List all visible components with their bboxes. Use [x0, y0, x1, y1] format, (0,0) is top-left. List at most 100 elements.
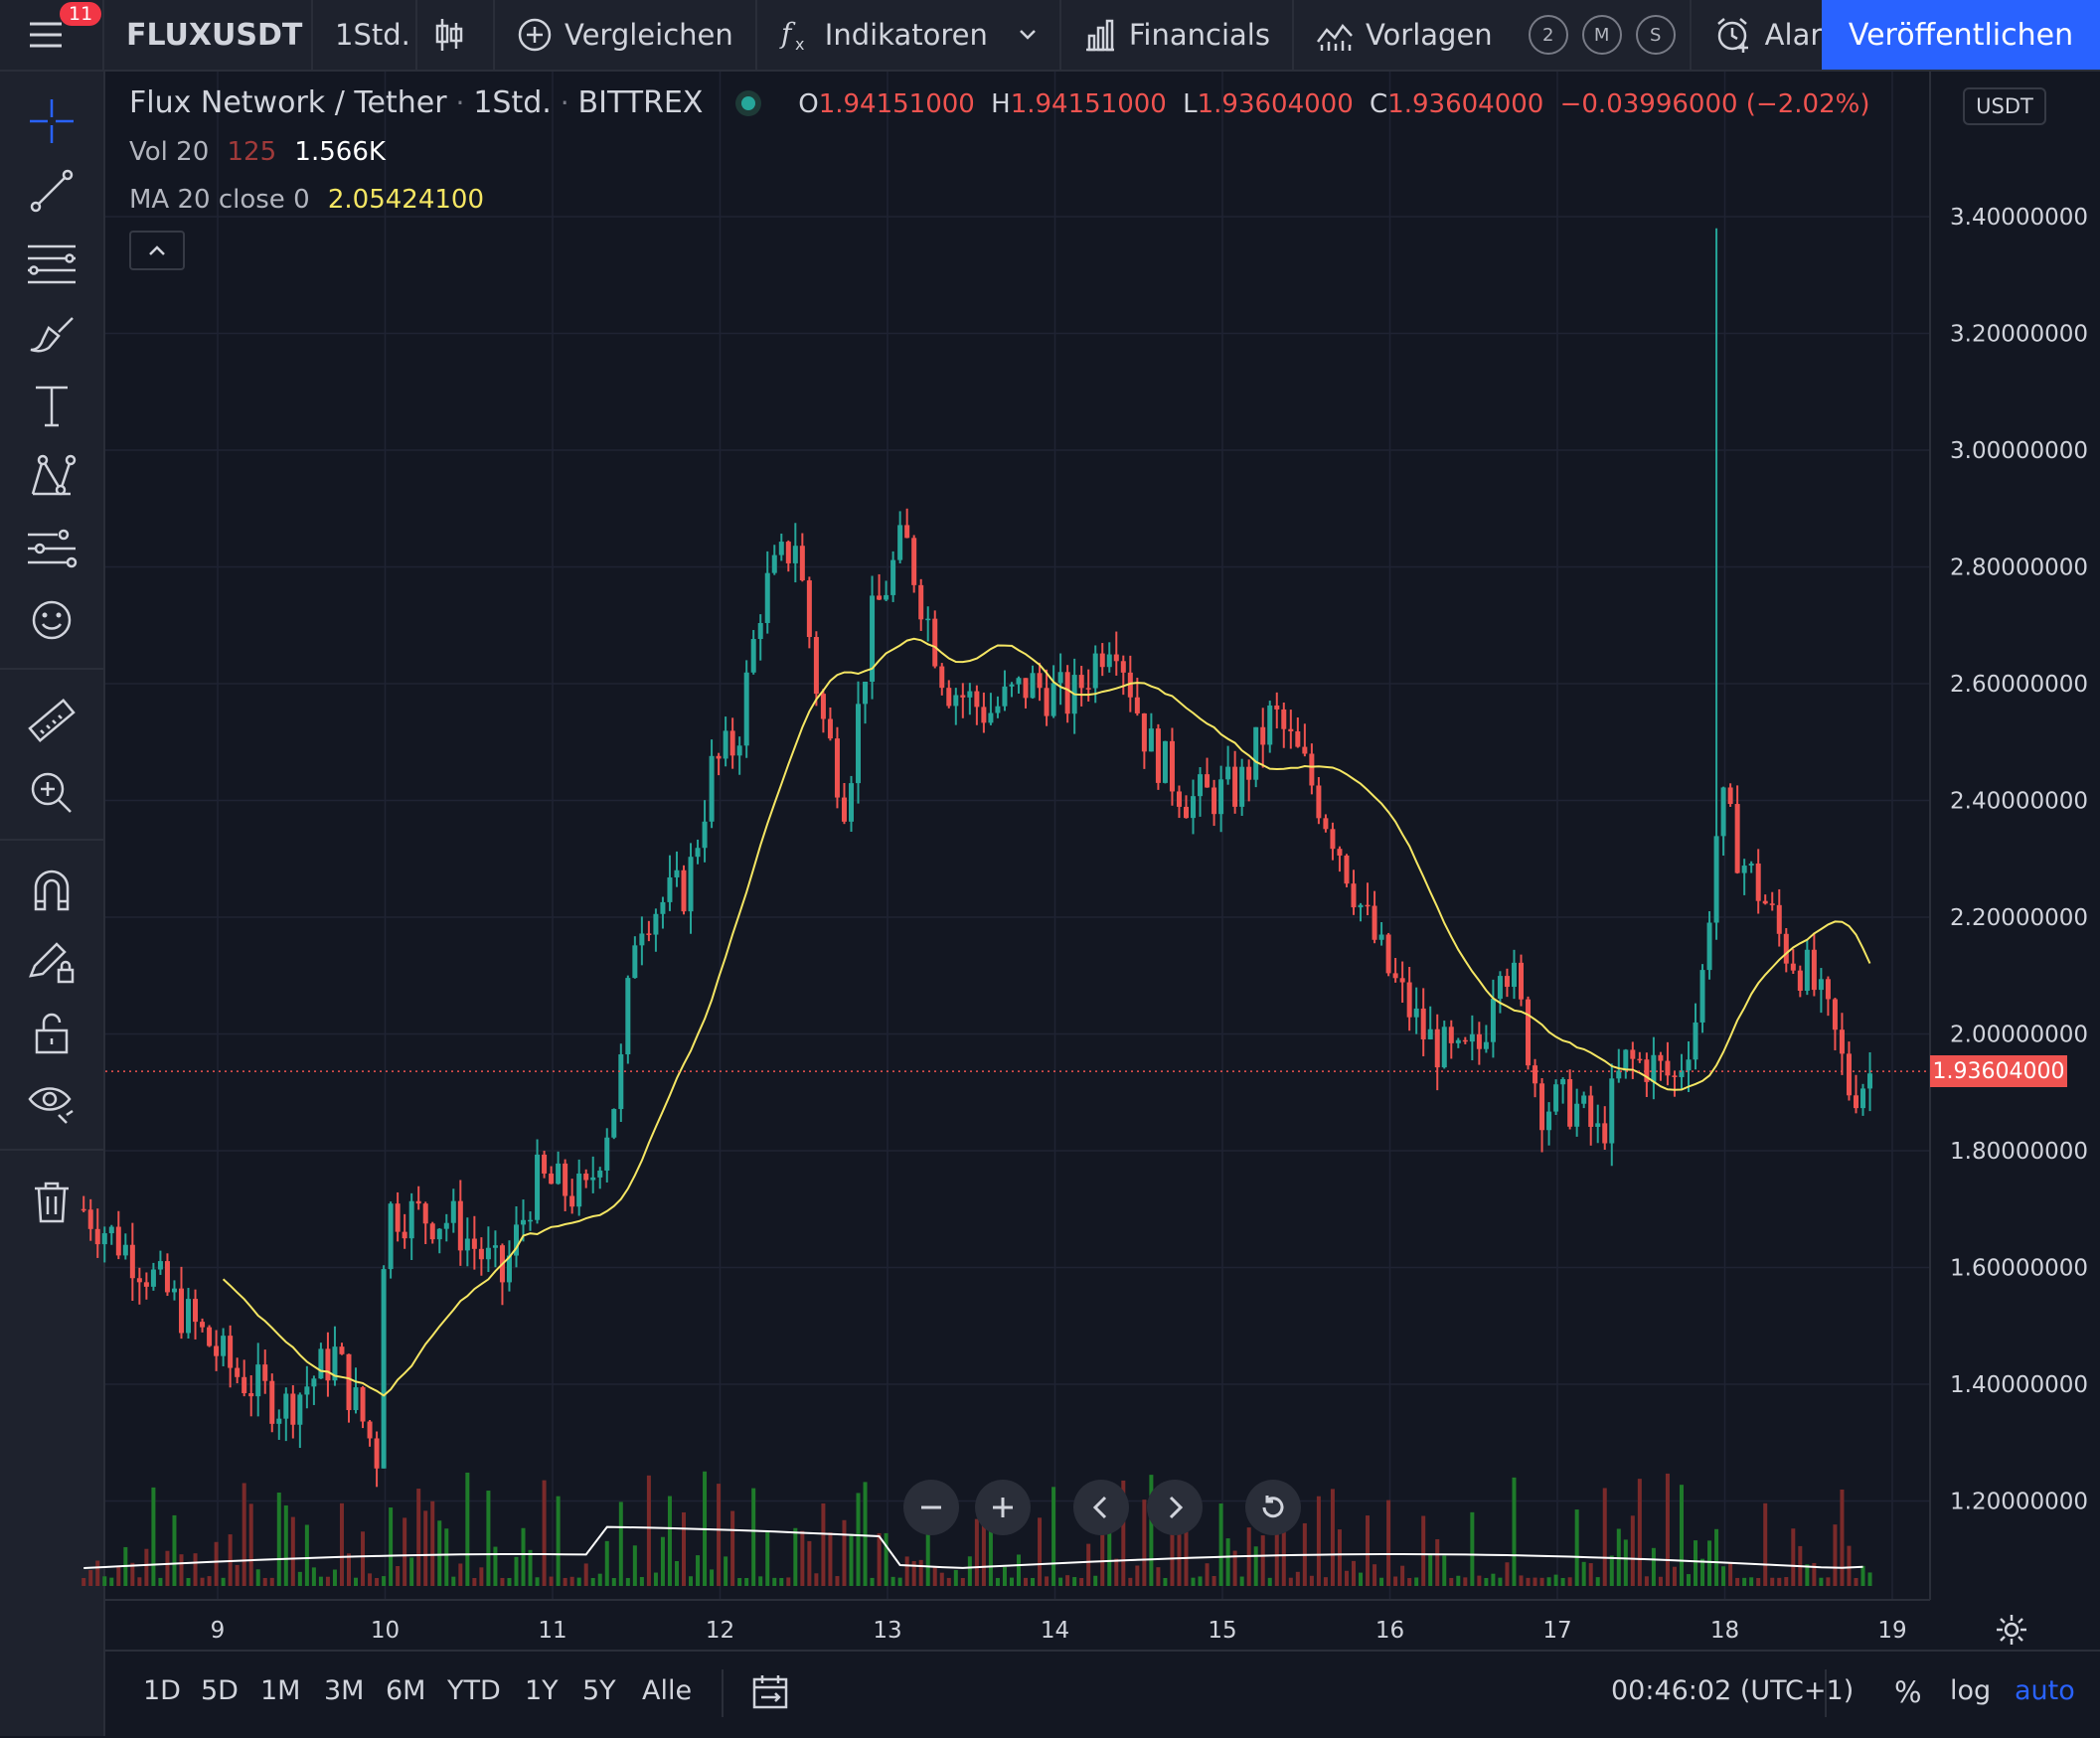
volume-bar	[375, 1577, 380, 1586]
candle-body	[1044, 688, 1050, 716]
forecast-tool[interactable]	[24, 521, 80, 576]
candle-body	[870, 595, 876, 683]
clock-timezone[interactable]: 00:46:02 (UTC+1)	[1611, 1675, 1855, 1706]
volume-bar	[758, 1576, 763, 1586]
scroll-right-button[interactable]	[1147, 1480, 1203, 1535]
pattern-tool[interactable]	[24, 449, 80, 505]
volume-bar	[1337, 1529, 1342, 1586]
chart-type-button[interactable]	[417, 0, 495, 70]
volume-bar	[1581, 1561, 1586, 1586]
chevron-left-icon	[1092, 1496, 1107, 1519]
layout-slot-s[interactable]: S	[1635, 15, 1676, 55]
text-tool[interactable]	[24, 378, 80, 433]
magnet-icon	[34, 869, 70, 911]
range-1y[interactable]: 1Y	[525, 1675, 559, 1706]
legend-interval: 1Std.	[473, 85, 552, 120]
layout-slot-2[interactable]: 2	[1528, 15, 1568, 55]
percent-scale-toggle[interactable]: %	[1894, 1675, 1922, 1709]
collapse-legend-button[interactable]	[129, 231, 185, 270]
zoom-out-button[interactable]	[903, 1480, 959, 1535]
interval-button[interactable]: 1Std.	[313, 0, 417, 70]
range-all[interactable]: Alle	[642, 1675, 693, 1706]
candles-icon	[435, 19, 463, 51]
range-5y[interactable]: 5Y	[582, 1675, 616, 1706]
volume-bar	[1045, 1576, 1050, 1586]
candle-body	[1637, 1058, 1643, 1061]
candle-body	[1358, 904, 1364, 908]
range-3m[interactable]: 3M	[324, 1675, 365, 1706]
financials-button[interactable]: Financials	[1061, 0, 1294, 70]
brush-tool[interactable]	[24, 306, 80, 362]
date-range-button[interactable]	[751, 1673, 791, 1715]
volume-bar	[311, 1567, 316, 1586]
range-5d[interactable]: 5D	[201, 1675, 239, 1706]
volume-bar	[396, 1565, 401, 1586]
volume-bar	[974, 1518, 979, 1586]
ma-legend[interactable]: MA 20 close 0 2.05424100	[129, 185, 484, 215]
menu-button[interactable]: 11	[0, 0, 104, 70]
magnet-tool[interactable]	[24, 863, 80, 918]
volume-bar	[625, 1577, 630, 1586]
fib-tool[interactable]	[24, 235, 80, 290]
symbol-search[interactable]: FLUXUSDT	[104, 0, 313, 70]
candle-body	[1769, 903, 1775, 905]
range-1m[interactable]: 1M	[260, 1675, 301, 1706]
compare-button[interactable]: Vergleichen	[495, 0, 757, 70]
ruler-icon	[28, 698, 76, 743]
volume-legend[interactable]: Vol 20 125 1.566K	[129, 137, 386, 167]
candle-body	[1567, 1079, 1573, 1127]
candle-body	[1546, 1111, 1552, 1131]
trend-line-tool[interactable]	[24, 163, 80, 219]
candle-body	[221, 1336, 227, 1356]
candle-body	[625, 978, 631, 1055]
chart-settings-button[interactable]	[1992, 1610, 2031, 1650]
candle-body	[311, 1378, 317, 1387]
candle-body	[1218, 779, 1224, 815]
range-6m[interactable]: 6M	[386, 1675, 426, 1706]
candle-body	[115, 1226, 121, 1256]
ruler-tool[interactable]	[24, 694, 80, 749]
remove-drawings-tool[interactable]	[24, 1175, 80, 1230]
volume-bar	[765, 1530, 770, 1586]
zoom-tool[interactable]	[24, 765, 80, 821]
log-scale-toggle[interactable]: log	[1950, 1675, 1992, 1706]
lock-drawings-tool[interactable]	[24, 934, 80, 990]
volume-bar	[1847, 1545, 1852, 1586]
emoji-tool[interactable]	[24, 592, 80, 648]
crosshair-tool[interactable]	[24, 93, 80, 149]
lock-tool[interactable]	[24, 1006, 80, 1061]
volume-bar	[932, 1566, 937, 1586]
range-ytd[interactable]: YTD	[447, 1675, 501, 1706]
volume-bar	[849, 1533, 854, 1586]
volume-bar	[604, 1540, 609, 1586]
candle-body	[1574, 1103, 1580, 1127]
candle-body	[877, 595, 883, 600]
candle-body	[542, 1154, 548, 1174]
publish-button[interactable]: Veröffentlichen	[1822, 0, 2100, 70]
candle-body	[1225, 766, 1231, 780]
notification-badge: 11	[60, 2, 102, 26]
reset-chart-button[interactable]	[1245, 1480, 1301, 1535]
templates-icon	[1316, 23, 1353, 51]
volume-bar	[437, 1520, 442, 1586]
visibility-tool[interactable]	[24, 1075, 80, 1131]
volume-bar	[1812, 1562, 1817, 1586]
volume-bar	[1791, 1528, 1796, 1586]
candle-body	[528, 1219, 534, 1222]
scroll-left-button[interactable]	[1073, 1480, 1129, 1535]
currency-label[interactable]: USDT	[1963, 87, 2046, 125]
templates-button[interactable]: Vorlagen	[1294, 0, 1515, 70]
zoom-in-button[interactable]	[975, 1480, 1031, 1535]
candle-body	[1127, 672, 1133, 698]
volume-bar	[1728, 1563, 1733, 1586]
volume-bar	[730, 1510, 735, 1586]
volume-bar	[130, 1562, 135, 1586]
auto-scale-toggle[interactable]: auto	[2015, 1675, 2075, 1706]
candle-body	[611, 1109, 617, 1138]
range-1d[interactable]: 1D	[143, 1675, 181, 1706]
candle-body	[1483, 1041, 1489, 1049]
layout-slot-m[interactable]: M	[1581, 15, 1622, 55]
volume-bar	[255, 1569, 260, 1586]
